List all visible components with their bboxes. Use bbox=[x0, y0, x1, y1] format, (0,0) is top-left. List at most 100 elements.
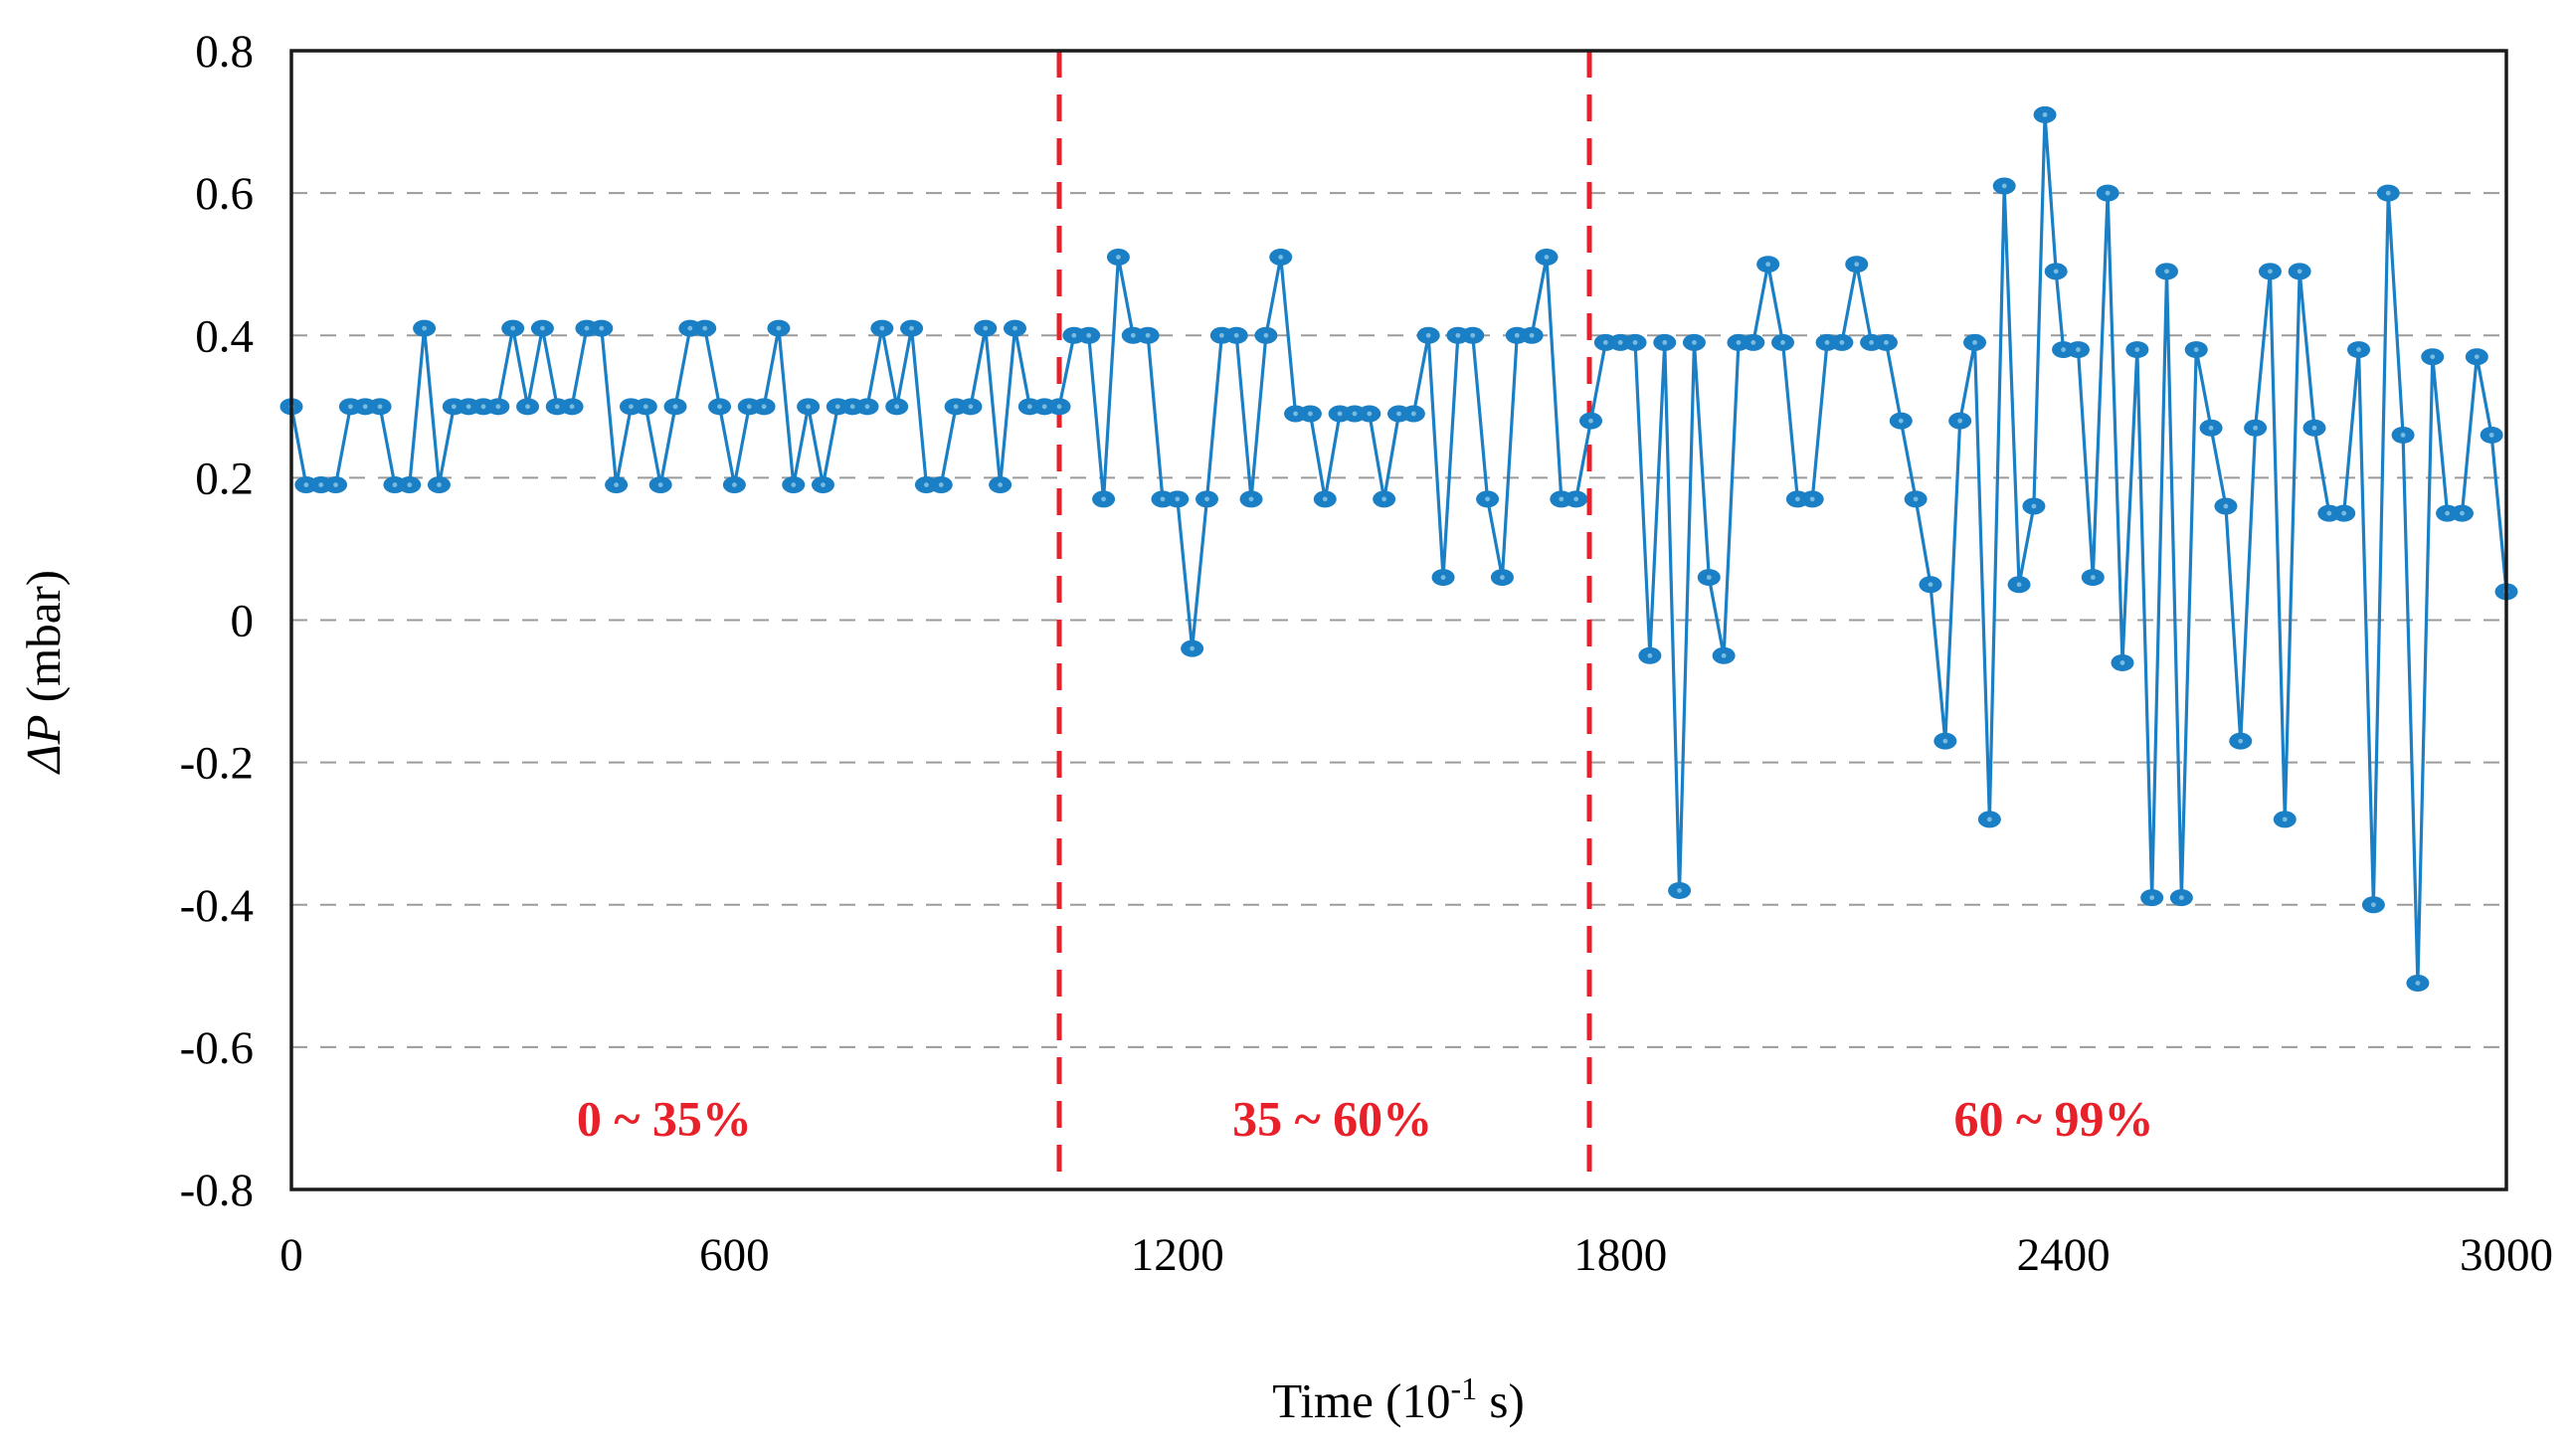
y-tick-label: -0.8 bbox=[180, 1165, 254, 1216]
data-point-marker-core bbox=[776, 325, 782, 331]
data-point-marker-core bbox=[1470, 332, 1476, 338]
data-point-marker-core bbox=[2076, 347, 2081, 352]
data-point-marker-core bbox=[864, 404, 870, 410]
data-point-marker-core bbox=[2178, 895, 2184, 900]
data-point-marker-core bbox=[2445, 510, 2451, 516]
data-point-marker-core bbox=[347, 404, 353, 410]
data-point-marker-core bbox=[1692, 340, 1697, 345]
data-point-marker-core bbox=[2090, 575, 2096, 580]
data-point-marker-core bbox=[1410, 411, 1416, 417]
data-point-marker-core bbox=[1337, 411, 1343, 417]
data-point-marker-core bbox=[2223, 503, 2229, 509]
data-point-marker-core bbox=[1204, 496, 1209, 502]
data-point-marker-core bbox=[2105, 190, 2111, 196]
region-label: 60 ~ 99% bbox=[1953, 1090, 2153, 1146]
data-point-marker-core bbox=[687, 325, 693, 331]
data-point-marker-core bbox=[1647, 652, 1653, 658]
data-point-marker-core bbox=[1824, 340, 1830, 345]
data-point-marker-core bbox=[1278, 255, 1284, 260]
data-point-marker-core bbox=[2400, 433, 2406, 438]
data-point-marker-core bbox=[1308, 411, 1313, 417]
x-tick-label: 3000 bbox=[2460, 1229, 2553, 1281]
data-point-marker-core bbox=[1071, 332, 1077, 338]
data-point-marker-core bbox=[1485, 496, 1490, 502]
data-point-marker-core bbox=[672, 404, 678, 410]
data-point-marker-core bbox=[1026, 404, 1032, 410]
y-tick-label: 0.4 bbox=[195, 310, 254, 362]
data-point-marker-core bbox=[1869, 340, 1874, 345]
data-point-marker-core bbox=[451, 404, 457, 410]
x-axis-title: Time (10-1 s) bbox=[1272, 1370, 1525, 1428]
data-point-marker-core bbox=[1721, 652, 1727, 658]
data-point-marker-core bbox=[2053, 269, 2059, 274]
data-point-marker-core bbox=[1986, 817, 1992, 822]
y-tick-label: -0.4 bbox=[180, 880, 254, 932]
data-point-marker-core bbox=[1248, 496, 1254, 502]
y-axis-title: ΔP (mbar) bbox=[16, 570, 71, 775]
data-point-marker-core bbox=[2297, 269, 2302, 274]
data-point-marker-core bbox=[2430, 354, 2436, 360]
data-point-marker-core bbox=[1367, 411, 1373, 417]
y-tick-label: 0.6 bbox=[195, 168, 254, 220]
data-point-marker-core bbox=[1381, 496, 1387, 502]
data-point-marker-core bbox=[2134, 347, 2140, 352]
y-tick-label: 0.2 bbox=[195, 453, 254, 504]
data-point-marker-core bbox=[2208, 425, 2214, 431]
data-point-marker-core bbox=[1455, 332, 1461, 338]
data-point-marker-core bbox=[806, 404, 812, 410]
data-point-marker-core bbox=[1750, 340, 1756, 345]
data-point-marker-core bbox=[849, 404, 855, 410]
data-point-marker-core bbox=[2031, 503, 2037, 509]
data-point-marker-core bbox=[998, 482, 1004, 487]
data-point-marker-core bbox=[1544, 255, 1550, 260]
data-point-marker-core bbox=[1588, 418, 1593, 424]
data-point-marker-core bbox=[465, 404, 471, 410]
data-point-marker-core bbox=[2238, 738, 2244, 744]
data-point-marker-core bbox=[2193, 347, 2199, 352]
data-point-marker-core bbox=[599, 325, 605, 331]
data-point-marker-core bbox=[2164, 269, 2169, 274]
data-point-marker-core bbox=[629, 404, 634, 410]
data-point-marker-core bbox=[657, 482, 663, 487]
data-point-marker-core bbox=[437, 482, 442, 487]
data-point-marker-core bbox=[1012, 325, 1017, 331]
data-point-marker-core bbox=[303, 482, 309, 487]
data-point-marker-core bbox=[1809, 496, 1815, 502]
data-point-marker-core bbox=[1972, 340, 1977, 345]
data-point-marker-core bbox=[318, 482, 324, 487]
data-point-marker-core bbox=[422, 325, 428, 331]
y-tick-label: 0 bbox=[231, 596, 255, 647]
data-point-marker-core bbox=[1854, 262, 1860, 268]
data-point-marker-core bbox=[2253, 425, 2259, 431]
data-point-marker-core bbox=[1529, 332, 1535, 338]
region-label: 35 ~ 60% bbox=[1232, 1090, 1432, 1146]
data-point-marker-core bbox=[894, 404, 900, 410]
data-point-marker-core bbox=[1677, 888, 1682, 893]
x-tick-label: 0 bbox=[279, 1229, 303, 1281]
x-tick-label: 1800 bbox=[1573, 1229, 1667, 1281]
data-point-marker-core bbox=[569, 404, 575, 410]
data-point-marker-core bbox=[333, 482, 338, 487]
region-label: 0 ~ 35% bbox=[577, 1090, 752, 1146]
data-point-marker-core bbox=[2268, 269, 2273, 274]
data-point-marker-core bbox=[1396, 411, 1401, 417]
data-point-marker-core bbox=[2488, 433, 2494, 438]
data-point-marker-core bbox=[746, 404, 752, 410]
data-point-marker-core bbox=[2326, 510, 2332, 516]
data-point-marker-core bbox=[1440, 575, 1446, 580]
data-point-marker-core bbox=[953, 404, 959, 410]
data-point-marker-core bbox=[2415, 981, 2421, 986]
data-point-marker-core bbox=[1352, 411, 1358, 417]
data-point-marker-core bbox=[1116, 255, 1121, 260]
data-point-marker-core bbox=[717, 404, 722, 410]
data-point-marker-core bbox=[1839, 340, 1845, 345]
x-tick-label: 600 bbox=[699, 1229, 770, 1281]
data-point-marker-core bbox=[1559, 496, 1564, 502]
data-point-marker-core bbox=[2474, 354, 2480, 360]
data-point-marker-core bbox=[2001, 183, 2007, 189]
data-point-marker-core bbox=[1662, 340, 1668, 345]
data-point-marker-core bbox=[1957, 418, 1963, 424]
data-point-marker-core bbox=[1130, 332, 1136, 338]
